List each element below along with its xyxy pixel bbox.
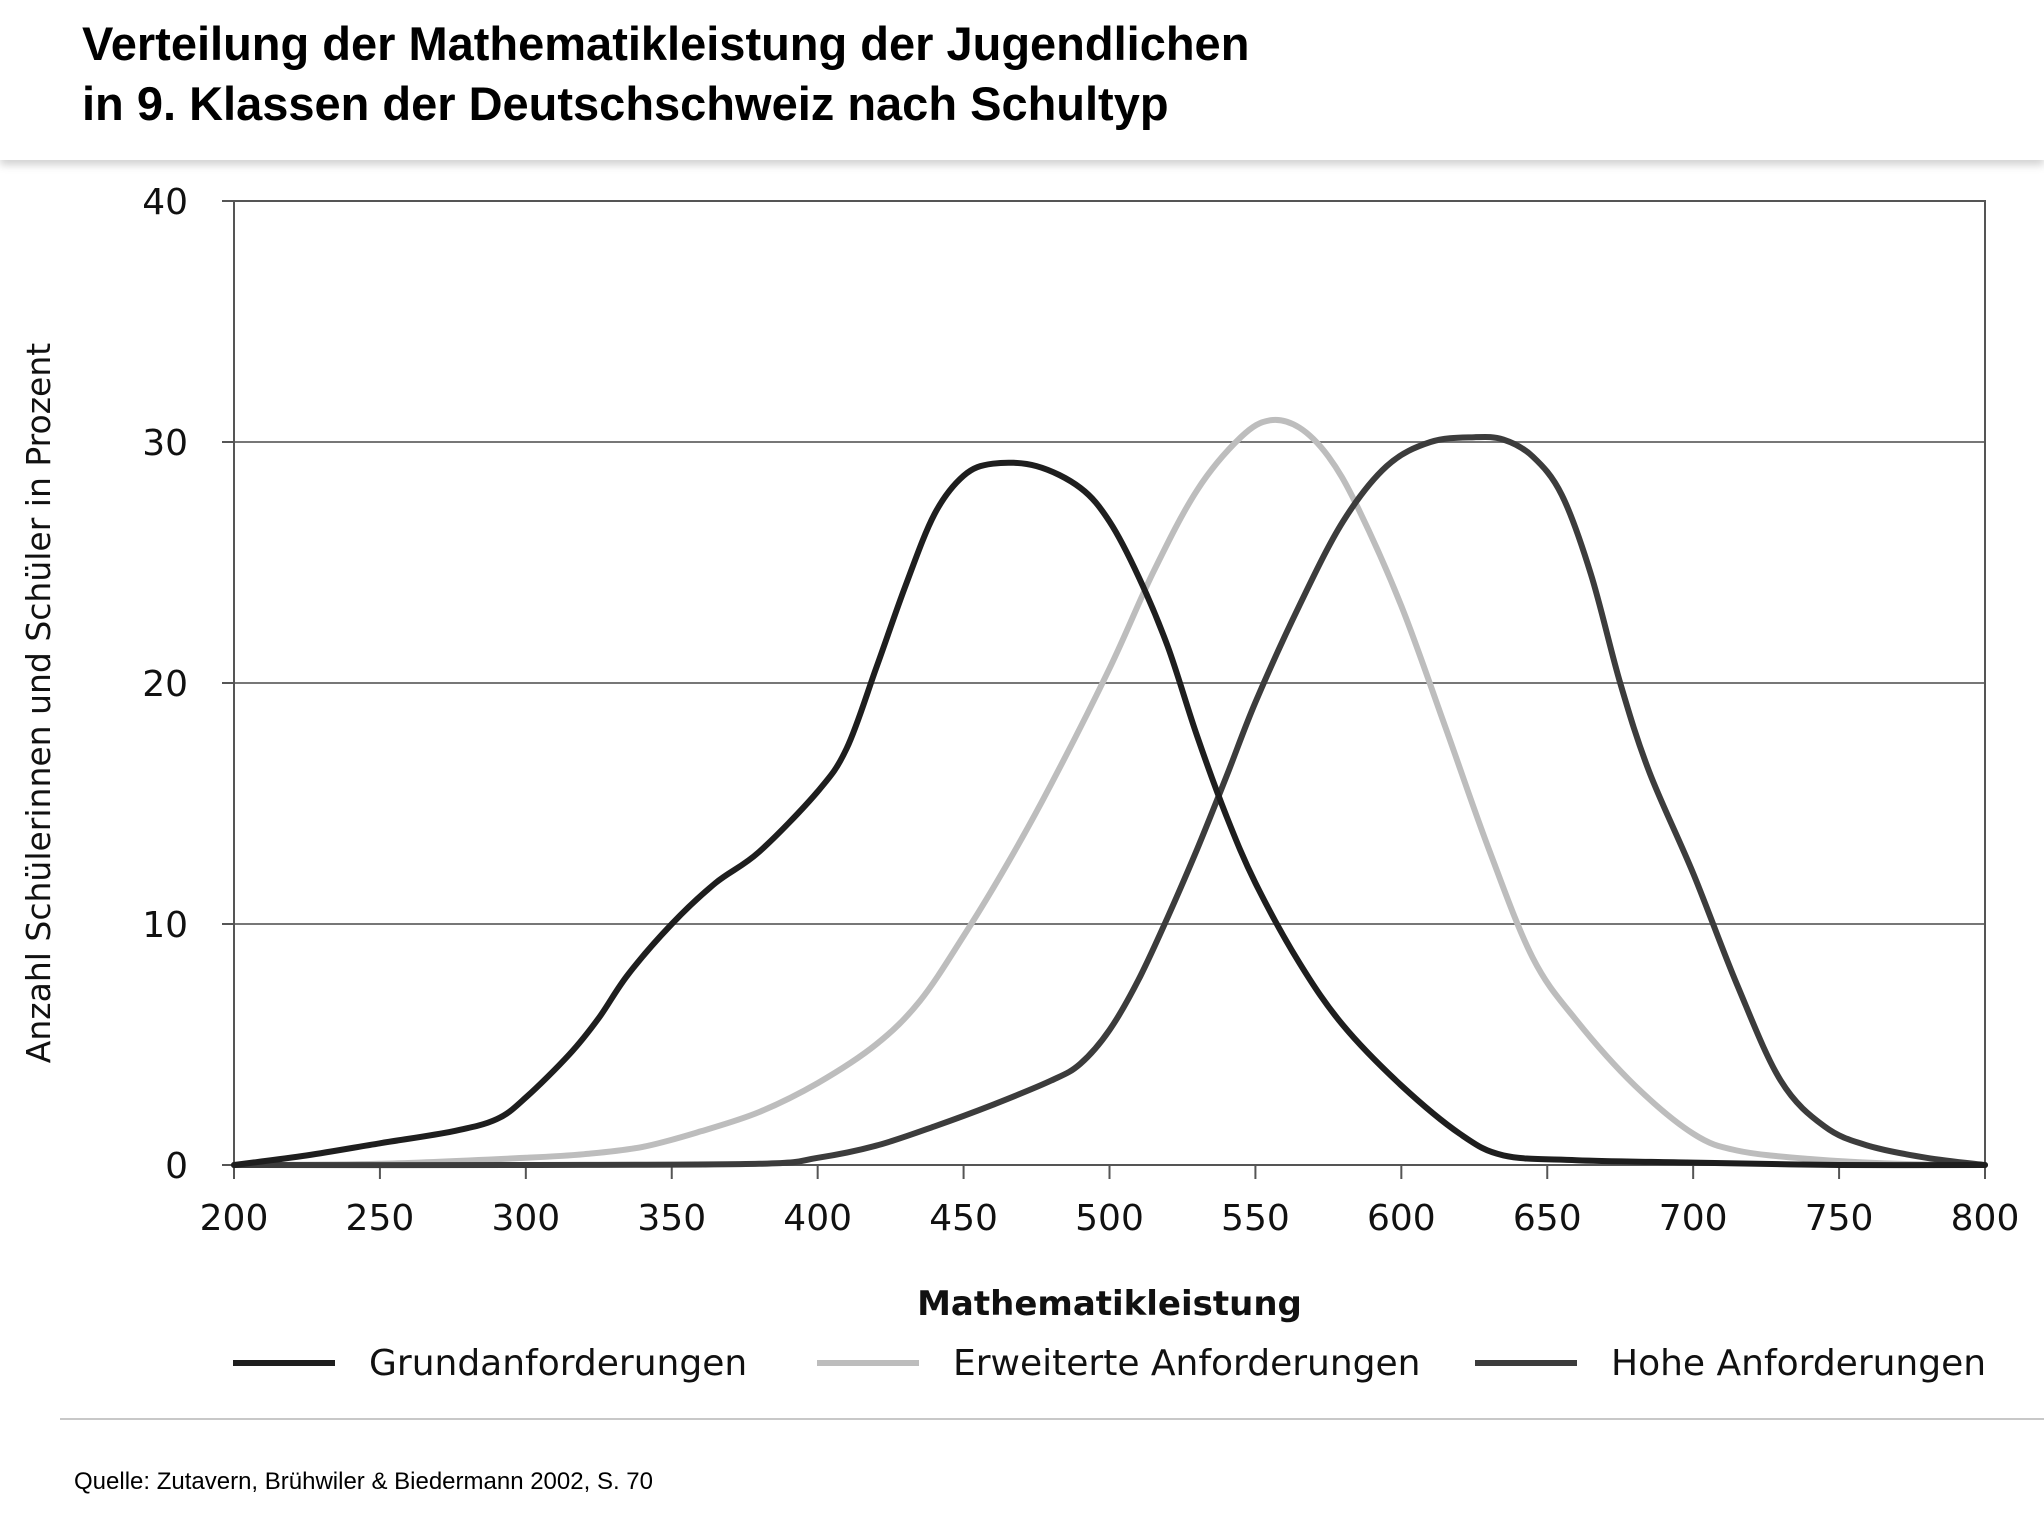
x-tick-label: 400 <box>783 1198 852 1239</box>
y-tick-label: 0 <box>165 1146 188 1187</box>
footer-divider <box>60 1418 2044 1420</box>
y-axis-label: Anzahl Schülerinnen und Schüler in Proze… <box>19 343 58 1063</box>
x-tick-label: 650 <box>1513 1198 1582 1239</box>
y-tick-label: 40 <box>142 182 188 223</box>
y-tick-label: 10 <box>142 905 188 946</box>
series-line-1 <box>231 459 1988 1169</box>
x-tick-label: 350 <box>637 1198 706 1239</box>
legend-label-2: Erweiterte Anforderungen <box>953 1343 1420 1384</box>
x-tick-label: 700 <box>1659 1198 1728 1239</box>
x-tick-label: 800 <box>1951 1198 2020 1239</box>
source-note: Quelle: Zutavern, Brühwiler & Biedermann… <box>74 1468 653 1495</box>
x-tick-label: 300 <box>491 1198 560 1239</box>
x-tick-label: 500 <box>1075 1198 1144 1239</box>
x-tick-label: 450 <box>929 1198 998 1239</box>
y-tick-label: 20 <box>142 664 188 705</box>
legend: Grundanforderungen Erweiterte Anforderung… <box>233 1343 1986 1384</box>
x-tick-label: 600 <box>1367 1198 1436 1239</box>
y-tick-label: 30 <box>142 423 188 464</box>
legend-label-1: Grundanforderungen <box>369 1343 747 1384</box>
chart-title: Verteilung der Mathematikleistung der Ju… <box>82 14 1249 134</box>
x-tick-label: 750 <box>1805 1198 1874 1239</box>
x-tick-label: 550 <box>1221 1198 1290 1239</box>
series-line-3 <box>231 433 1988 1169</box>
series-line-2 <box>231 416 1988 1168</box>
x-axis-label: Mathematikleistung <box>917 1284 1302 1324</box>
title-line-1: Verteilung der Mathematikleistung der Ju… <box>82 17 1250 70</box>
gridlines <box>234 200 1985 1166</box>
title-line-2: in 9. Klassen der Deutschschweiz nach Sc… <box>82 77 1169 130</box>
legend-label-3: Hohe Anforderungen <box>1611 1343 1986 1384</box>
x-tick-label: 200 <box>200 1198 269 1239</box>
axis-labels: 0 10 20 30 40 200 250 300 350 400 450 500 550 600 650 7… <box>19 182 2019 1324</box>
axes <box>222 200 1986 1179</box>
x-tick-label: 250 <box>346 1198 415 1239</box>
series-lines <box>231 416 1988 1169</box>
title-header: Verteilung der Mathematikleistung der Ju… <box>0 0 2044 160</box>
line-chart: 0 10 20 30 40 200 250 300 350 400 450 500 550 600 650 7… <box>19 182 2019 1384</box>
